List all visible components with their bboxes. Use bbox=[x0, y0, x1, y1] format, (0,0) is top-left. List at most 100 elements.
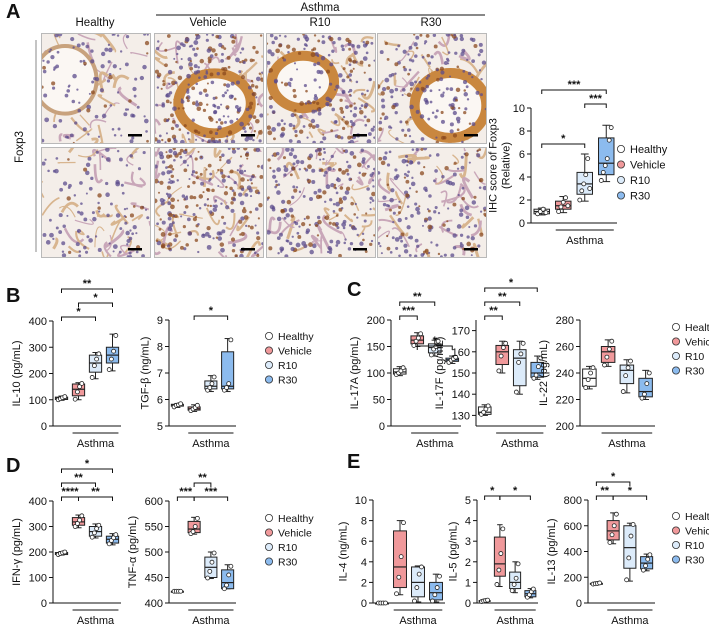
data-point bbox=[485, 597, 490, 603]
data-point bbox=[540, 206, 546, 212]
data-point bbox=[602, 163, 608, 168]
data-point bbox=[194, 515, 200, 521]
data-point bbox=[509, 588, 515, 594]
y-axis-label: IL-22 (pg/mL) bbox=[538, 340, 550, 406]
y-tick-label: 100 bbox=[29, 395, 47, 407]
data-point bbox=[613, 511, 619, 517]
legend-marker-r10 bbox=[617, 175, 626, 184]
data-point bbox=[642, 391, 647, 397]
y-tick-label: 0 bbox=[576, 598, 582, 610]
chart-ihc_foxp3: 0 2 4 6 8 10 IHC score of Foxp3 (Relative) Asthm… bbox=[487, 79, 617, 247]
box-healthy bbox=[170, 401, 184, 410]
y-tick-label: 300 bbox=[29, 342, 47, 354]
significance-label: * bbox=[209, 305, 214, 317]
data-point bbox=[543, 210, 549, 216]
box-body bbox=[623, 525, 637, 569]
box-vehicle bbox=[71, 513, 86, 529]
legend-marker-healthy bbox=[264, 514, 273, 523]
data-point bbox=[226, 572, 232, 578]
box-r10 bbox=[411, 564, 425, 604]
data-point bbox=[608, 125, 614, 130]
data-point bbox=[485, 403, 491, 409]
legend-marker-healthy bbox=[264, 331, 273, 340]
significance-label: ** bbox=[91, 486, 100, 498]
data-point bbox=[563, 195, 568, 201]
micrograph-healthy-row1 bbox=[41, 33, 151, 144]
legend-marker-vehicle bbox=[617, 160, 626, 169]
data-point bbox=[624, 577, 630, 583]
significance-bracket bbox=[416, 345, 453, 351]
y-tick-label: 200 bbox=[556, 421, 574, 433]
y-tick-label: 450 bbox=[145, 573, 163, 585]
significance-label: * bbox=[85, 458, 90, 470]
y-tick-label: 4 bbox=[519, 172, 525, 184]
data-point bbox=[597, 580, 603, 586]
data-point bbox=[400, 365, 406, 371]
box-r30 bbox=[429, 573, 443, 604]
y-tick-label: 800 bbox=[564, 495, 582, 507]
group-label: Asthma bbox=[192, 615, 230, 626]
data-point bbox=[503, 340, 509, 346]
legend-label-r10: R10 bbox=[630, 175, 650, 187]
legend-label-vehicle: Vehicle bbox=[278, 346, 312, 358]
legend-label-vehicle: Vehicle bbox=[685, 337, 709, 349]
box-r10 bbox=[88, 522, 103, 540]
data-point bbox=[96, 351, 102, 357]
legend-marker-r30 bbox=[672, 366, 681, 375]
y-tick-label: 8 bbox=[519, 126, 525, 138]
data-point bbox=[583, 172, 589, 178]
data-point bbox=[194, 402, 200, 408]
box-vehicle bbox=[410, 331, 425, 348]
box-r30 bbox=[598, 124, 615, 183]
legend-label-r10: R10 bbox=[685, 540, 704, 552]
data-point bbox=[211, 550, 217, 556]
y-tick-label: 200 bbox=[29, 547, 47, 559]
y-tick-label: 150 bbox=[367, 342, 385, 354]
legend-label-healthy: Healthy bbox=[630, 144, 668, 156]
significance-label: ** bbox=[198, 472, 207, 484]
panel-letter-c: C bbox=[347, 279, 361, 301]
data-point bbox=[178, 588, 184, 594]
data-point bbox=[531, 375, 537, 381]
box-healthy bbox=[477, 403, 492, 417]
significance-label: ** bbox=[600, 485, 609, 497]
data-point bbox=[192, 524, 198, 529]
legend-marker-r30 bbox=[264, 375, 273, 384]
data-point bbox=[620, 389, 626, 394]
scale-bar bbox=[464, 134, 478, 137]
y-tick-label: 400 bbox=[564, 547, 582, 559]
data-point bbox=[630, 522, 636, 527]
data-point bbox=[91, 363, 97, 369]
chart-il22: 200 220 240 260 280 IL-22 (pg/mL) Asthma bbox=[538, 315, 655, 450]
box-healthy bbox=[589, 580, 603, 587]
data-point bbox=[609, 532, 615, 538]
data-point bbox=[435, 338, 441, 344]
data-point bbox=[577, 197, 583, 203]
box-r10 bbox=[623, 522, 637, 583]
box-body bbox=[598, 137, 615, 176]
y-tick-label: 200 bbox=[564, 572, 582, 584]
row-label-foxp3: Foxp3 bbox=[14, 131, 26, 163]
y-tick-label: 0 bbox=[361, 598, 367, 610]
box-r10 bbox=[619, 358, 635, 394]
data-point bbox=[516, 359, 522, 365]
box-vehicle bbox=[393, 520, 407, 597]
data-point bbox=[190, 529, 196, 534]
legend-label-r10: R10 bbox=[685, 351, 704, 363]
significance-label: * bbox=[611, 471, 616, 483]
significance-label: * bbox=[433, 335, 438, 347]
significance-label: ** bbox=[413, 291, 422, 303]
y-tick-label: 5 bbox=[157, 421, 163, 433]
legend-panel-a: Healthy Vehicle R10 R30 bbox=[617, 144, 668, 203]
y-tick-label: 300 bbox=[29, 522, 47, 534]
y-tick-label: 6 bbox=[361, 536, 367, 548]
y-tick-label: 50 bbox=[373, 395, 385, 407]
legend-marker-r10 bbox=[672, 351, 681, 360]
significance-label: * bbox=[76, 306, 81, 318]
group-label: Asthma bbox=[77, 615, 115, 626]
data-point bbox=[496, 368, 502, 374]
data-point bbox=[430, 598, 435, 604]
data-point bbox=[513, 389, 519, 395]
